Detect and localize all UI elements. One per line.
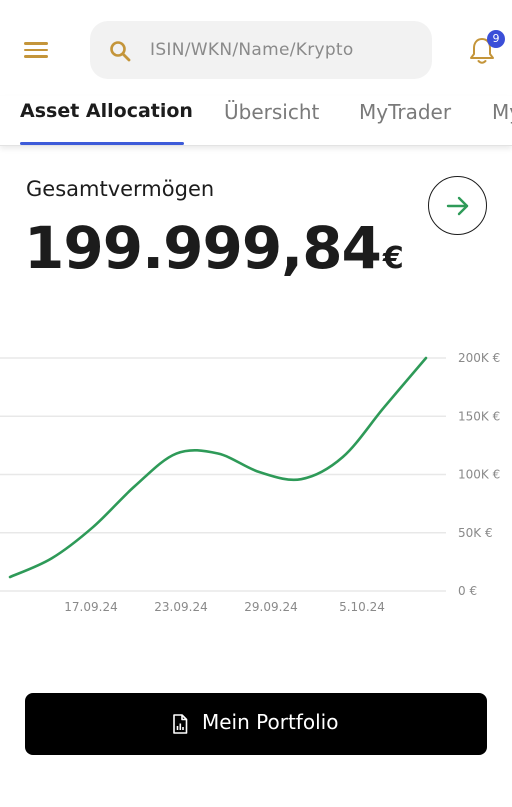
total-label: Gesamtvermögen: [26, 177, 215, 201]
hamburger-menu-icon[interactable]: [24, 40, 48, 60]
search-bar[interactable]: ISIN/WKN/Name/Krypto: [90, 21, 432, 79]
x-tick-label: 5.10.24: [339, 600, 385, 614]
x-tick-label: 23.09.24: [154, 600, 207, 614]
x-tick-label: 17.09.24: [64, 600, 117, 614]
y-tick-label: 50K €: [458, 526, 493, 540]
search-input[interactable]: ISIN/WKN/Name/Krypto: [150, 40, 354, 60]
arrow-right-icon: [446, 196, 469, 216]
total-currency: €: [382, 241, 404, 276]
details-arrow-button[interactable]: [428, 176, 487, 235]
y-tick-label: 0 €: [458, 584, 477, 598]
search-icon: [110, 41, 131, 62]
portfolio-value-chart: 0 € 50K € 100K € 150K € 200K € 17.09.24 23.09.…: [0, 351, 500, 614]
y-tick-label: 150K €: [458, 409, 500, 423]
active-tab-indicator: [20, 142, 184, 145]
tab-mytrader[interactable]: MyTrader: [359, 100, 452, 124]
mein-portfolio-button[interactable]: Mein Portfolio: [25, 693, 487, 755]
tab-bar: Asset Allocation Übersicht MyTrader My: [0, 96, 512, 146]
x-tick-label: 29.09.24: [244, 600, 297, 614]
tab-uebersicht[interactable]: Übersicht: [224, 100, 320, 124]
tab-asset-allocation[interactable]: Asset Allocation: [20, 100, 193, 122]
total-amount: 199.999,84: [24, 214, 382, 282]
series-line: [8, 356, 428, 579]
tab-my[interactable]: My: [492, 100, 512, 124]
y-tick-label: 200K €: [458, 351, 500, 365]
notification-badge: 9: [487, 30, 505, 48]
total-value: 199.999,84€: [24, 214, 404, 282]
mein-portfolio-label: Mein Portfolio: [202, 710, 339, 734]
y-tick-label: 100K €: [458, 468, 500, 482]
document-chart-icon: [173, 714, 188, 734]
top-bar: ISIN/WKN/Name/Krypto 9: [0, 0, 512, 96]
